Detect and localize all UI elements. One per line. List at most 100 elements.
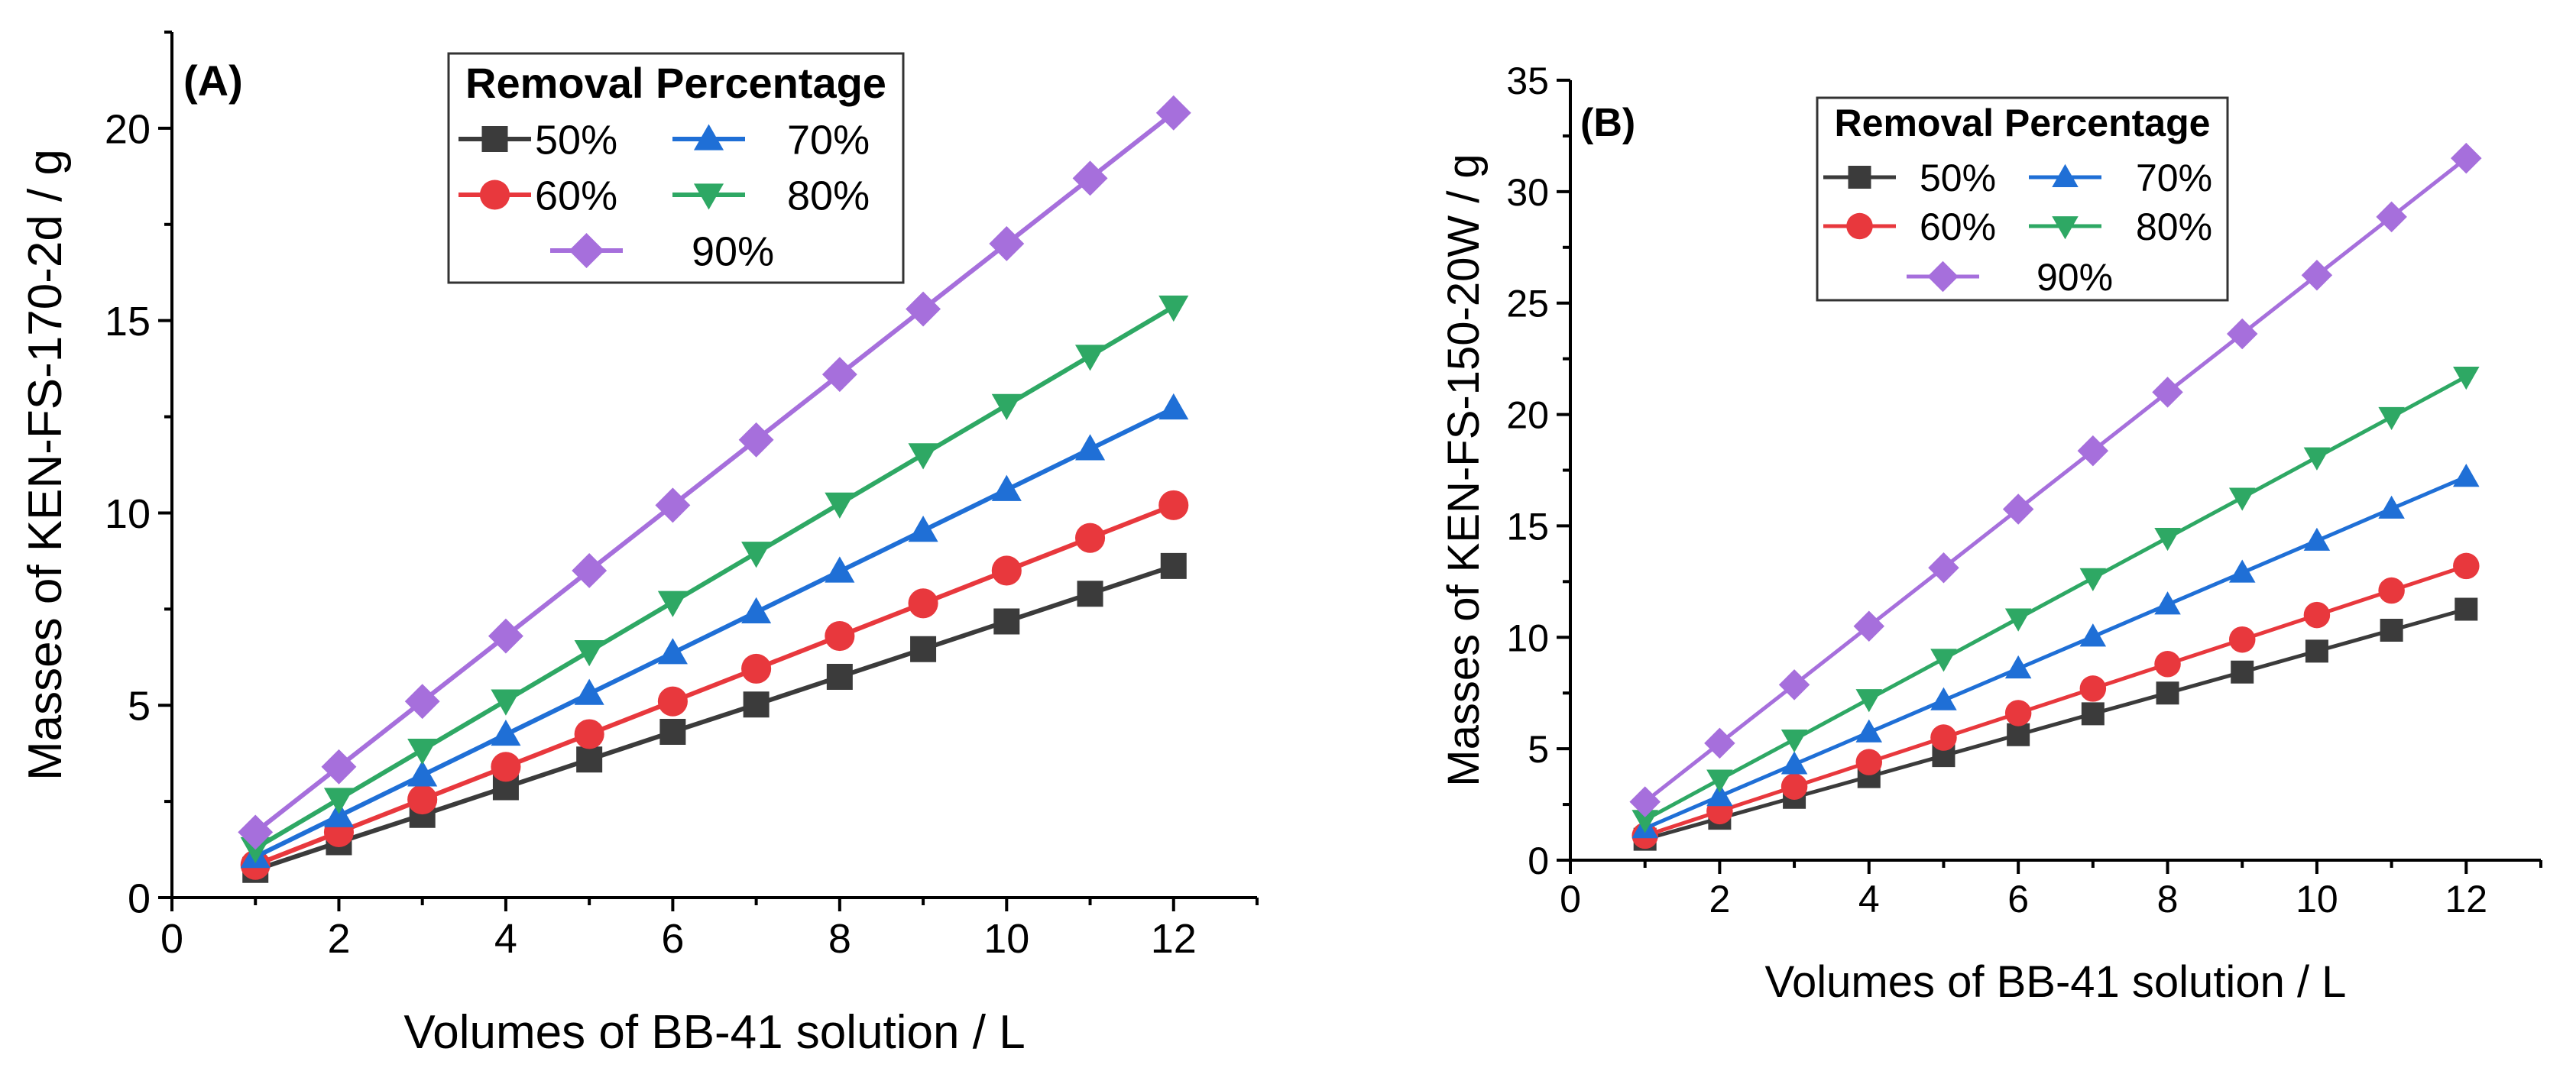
chart-b-data-point: [2303, 527, 2331, 551]
chart-a-data-point: [574, 640, 604, 667]
chart-b-legend-entry: 80%: [2136, 205, 2212, 248]
chart-b-y-tick-label: 10: [1506, 616, 1549, 659]
chart-a-data-point: [1074, 523, 1106, 553]
chart-a-panel-label: (A): [183, 57, 243, 105]
chart-b-data-point: [2451, 142, 2482, 174]
chart-a-data-point: [407, 738, 438, 765]
chart-b-data-point: [2228, 626, 2256, 653]
chart-a-y-axis-title: Masses of KEN-FS-170-2d / g: [19, 149, 72, 781]
chart-a-legend-entry: 70%: [787, 117, 870, 163]
chart-b-x-tick-label: 12: [2445, 878, 2487, 921]
chart-b-y-tick-label: 30: [1506, 171, 1549, 214]
chart-a-data-point: [825, 492, 855, 519]
chart-b-legend-entry: 60%: [1920, 205, 1996, 248]
chart-a-legend: Removal Percentage 50% 70% 60% 80% 90%: [447, 52, 905, 284]
chart-a-data-point: [1160, 552, 1187, 579]
chart-b-data-point: [1629, 786, 1661, 817]
chart-a-data-point: [989, 226, 1025, 261]
chart-a-legend-box: [447, 52, 905, 284]
chart-b-data-point: [2004, 608, 2032, 632]
chart-b-y-tick-label: 15: [1506, 505, 1549, 548]
chart-a-series-line: [254, 503, 1175, 867]
chart-b-data-point: [2079, 623, 2107, 647]
chart-a-legend-marker: [693, 183, 724, 210]
chart-b-data-point: [2079, 568, 2107, 591]
chart-a-data-point: [826, 663, 853, 690]
chart-a-data-point: [908, 516, 938, 542]
chart-a-x-tick-label: 6: [661, 916, 684, 962]
chart-a-data-point: [991, 474, 1022, 501]
chart-a-y-tick-label: 0: [128, 875, 151, 921]
chart-b-series-70pct: [1631, 464, 2480, 839]
chart-a-data-point: [491, 719, 521, 746]
chart-a-x-tick-label: 8: [828, 916, 851, 962]
chart-a-legend-title: Removal Percentage: [465, 59, 886, 107]
chart-a-data-point: [657, 638, 688, 665]
chart-b-data-point: [2077, 435, 2109, 467]
chart-a-data-point: [1072, 160, 1108, 196]
chart-a-data-point: [407, 760, 438, 787]
chart-a-x-tick-label: 4: [494, 916, 517, 962]
chart-a-data-point: [908, 588, 938, 619]
chart-panel-b: 0 2 4 6 8 10 12 0 5 10 15 20 25 30 35 Volumes of BB-41 …: [1439, 60, 2542, 1007]
chart-a-legend-entry: 90%: [692, 228, 774, 274]
chart-b-data-point: [2376, 201, 2407, 233]
chart-b-legend-marker: [2052, 216, 2079, 240]
chart-b-panel-label: (B): [1580, 101, 1635, 145]
chart-b-y-tick-label: 35: [1506, 60, 1549, 102]
chart-panel-a: 0 2 4 6 8 10 12 0 5 10 15 20 Volumes of BB-41 soluti…: [19, 31, 1259, 1059]
chart-a-y-tick-label: 20: [105, 106, 151, 152]
chart-a-data-point: [657, 686, 688, 717]
chart-b-x-tick-label: 8: [2157, 878, 2179, 921]
chart-a-data-point: [741, 653, 772, 684]
chart-b-legend-marker: [1927, 260, 1959, 293]
chart-a-data-point: [821, 357, 857, 393]
chart-a-series-70pct: [240, 393, 1189, 869]
chart-b-x-tick-label: 6: [2007, 878, 2029, 921]
chart-b-data-point: [2305, 639, 2328, 663]
chart-b-data-point: [2002, 493, 2034, 525]
chart-b-data-point: [2303, 601, 2331, 629]
chart-b-data-point: [2007, 723, 2030, 746]
chart-a-data-point: [572, 553, 608, 588]
chart-b-data-point: [2156, 681, 2179, 705]
chart-a-data-point: [1155, 95, 1191, 131]
chart-b-data-point: [1781, 773, 1808, 800]
chart-a-data-point: [1077, 581, 1103, 607]
chart-a-x-axis-title: Volumes of BB-41 solution / L: [403, 1006, 1025, 1059]
chart-a-data-point: [404, 684, 440, 720]
chart-b-legend-entry: 50%: [1920, 157, 1996, 199]
chart-b-data-point: [1781, 751, 1808, 775]
chart-a-legend-entry: 60%: [535, 173, 617, 218]
chart-b-data-point: [2154, 527, 2181, 552]
chart-b-data-point: [1781, 729, 1808, 753]
chart-a-x-tick-label: 0: [160, 916, 183, 962]
chart-b-data-point: [2454, 597, 2478, 621]
chart-b-legend-title: Removal Percentage: [1835, 102, 2211, 144]
chart-b-data-point: [2228, 487, 2256, 511]
chart-b-y-axis-title: Masses of KEN-FS-150-20W / g: [1439, 154, 1489, 786]
chart-b-data-point: [1930, 687, 1957, 710]
chart-b-x-tick-label: 2: [1709, 878, 1730, 921]
chart-a-y-tick-label: 5: [128, 684, 151, 730]
chart-b-legend-marker: [2052, 163, 2079, 187]
chart-a-data-point: [574, 678, 604, 705]
chart-a-data-point: [321, 749, 357, 785]
chart-b-data-point: [2453, 367, 2480, 390]
chart-a-x-tick-label: 10: [983, 916, 1029, 962]
chart-a-data-point: [825, 621, 855, 652]
chart-a-data-point: [825, 556, 855, 583]
chart-b-series-line: [1644, 607, 2467, 841]
chart-a-data-point: [238, 814, 274, 850]
chart-a-data-point: [659, 718, 686, 745]
chart-b-data-point: [2378, 495, 2405, 519]
chart-a-data-point: [741, 597, 772, 624]
chart-b-data-point: [2079, 675, 2107, 702]
chart-b-data-point: [2226, 318, 2258, 350]
chart-a-data-point: [991, 393, 1022, 420]
chart-b-x-axis-title: Volumes of BB-41 solution / L: [1765, 957, 2347, 1007]
chart-b-data-point: [2152, 377, 2183, 408]
chart-a-data-point: [657, 591, 688, 617]
chart-b-data-point: [2380, 618, 2403, 642]
chart-a-data-point: [488, 618, 523, 654]
